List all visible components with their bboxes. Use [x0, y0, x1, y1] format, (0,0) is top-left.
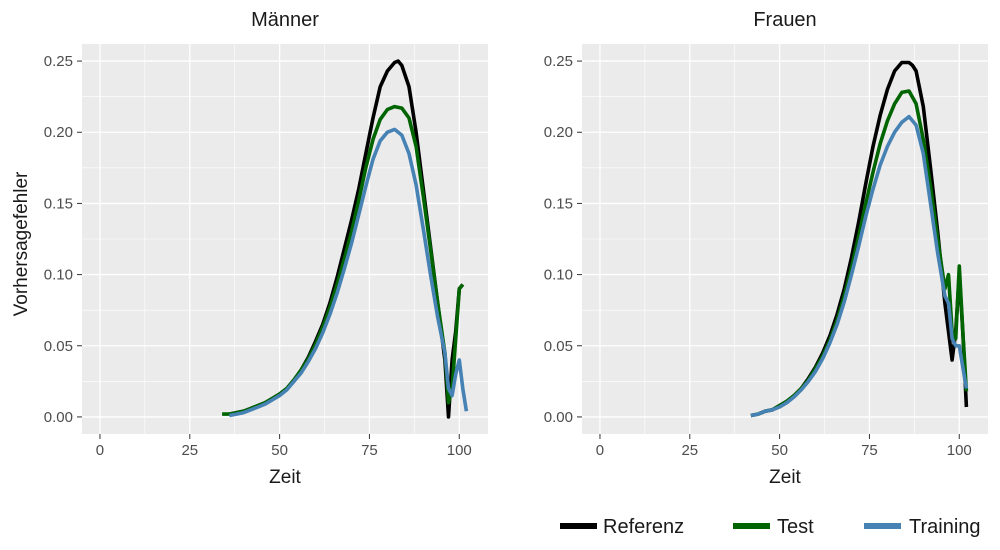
- x-tick-label: 0: [96, 442, 104, 459]
- y-tick-label: 0.00: [544, 409, 573, 426]
- y-tick-label: 0.05: [544, 338, 573, 355]
- y-tick-label: 0.10: [44, 267, 73, 284]
- y-tick-label: 0.15: [544, 195, 573, 212]
- panel-1: 0 25 50 75 100 0.00 0.05 0.10 0.15 0.20 0.25 Frauen…: [544, 9, 988, 488]
- legend-label: Training: [909, 516, 981, 538]
- y-tick-label: 0.25: [544, 53, 573, 70]
- y-tick-label: 0.10: [544, 267, 573, 284]
- y-tick-label: 0.20: [544, 124, 573, 141]
- x-tick-label: 25: [681, 442, 698, 459]
- legend: Referenz Test Training: [560, 516, 981, 538]
- y-tick-label: 0.25: [44, 53, 73, 70]
- y-tick-label: 0.15: [44, 195, 73, 212]
- x-tick-label: 100: [447, 442, 472, 459]
- x-tick-label: 50: [771, 442, 788, 459]
- x-tick-label: 25: [181, 442, 198, 459]
- x-tick-label: 100: [947, 442, 972, 459]
- y-tick-label: 0.20: [44, 124, 73, 141]
- x-axis-title: Zeit: [769, 467, 801, 488]
- x-tick-label: 0: [596, 442, 604, 459]
- series-line-training: [228, 127, 469, 418]
- series-line-training: [750, 114, 969, 418]
- legend-label: Referenz: [603, 516, 684, 538]
- x-tick-label: 75: [861, 442, 878, 459]
- panel-title: Frauen: [753, 9, 816, 31]
- x-axis-title: Zeit: [269, 467, 301, 488]
- legend-label: Test: [777, 516, 814, 538]
- y-axis-title: Vorhersagefehler: [11, 171, 32, 316]
- panel-0: 0 25 50 75 100 0.00 0.05 0.10 0.15 0.20 0.25 Männer…: [44, 9, 488, 488]
- x-tick-label: 75: [361, 442, 378, 459]
- y-tick-label: 0.00: [44, 409, 73, 426]
- panel-title: Männer: [251, 9, 319, 31]
- x-tick-label: 50: [271, 442, 288, 459]
- y-tick-label: 0.05: [44, 338, 73, 355]
